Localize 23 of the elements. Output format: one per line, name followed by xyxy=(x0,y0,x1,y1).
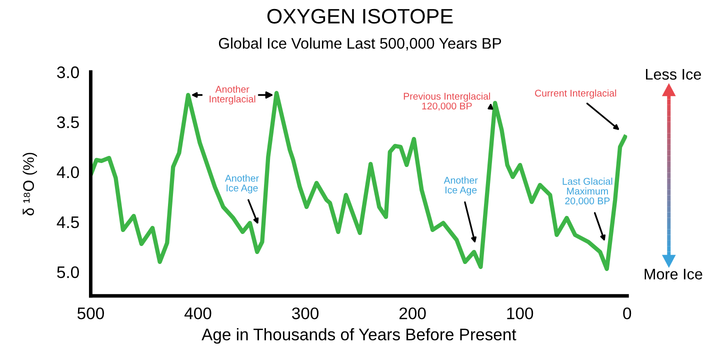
y-tick-label: 5.0 xyxy=(57,266,79,278)
x-tick-label: 400 xyxy=(184,307,212,320)
annotation: Another Ice Age xyxy=(224,174,259,194)
x-tick-label: 300 xyxy=(292,307,319,320)
annotation: Another Ice Age xyxy=(444,176,478,196)
y-axis-title: δ ¹⁸O (%) xyxy=(22,152,37,216)
y-tick-label: 4.0 xyxy=(56,166,79,178)
chart-subtitle: Global Ice Volume Last 500,000 Years BP xyxy=(218,38,502,51)
text: Less Ice xyxy=(646,69,701,80)
y-tick-label: 3.5 xyxy=(57,116,79,128)
annotation: Current Interglacial xyxy=(535,89,616,99)
x-tick-label: 100 xyxy=(507,307,534,320)
y-tick-label: 4.5 xyxy=(56,216,79,228)
annotation: Last Glacial Maximum 20,000 BP xyxy=(562,178,612,206)
x-tick-label: 500 xyxy=(77,307,104,320)
x-tick-label: 200 xyxy=(399,307,426,320)
text: More Ice xyxy=(644,268,702,280)
chart-title: OXYGEN ISOTOPE xyxy=(267,8,453,24)
x-tick-label: 0 xyxy=(623,307,632,320)
x-axis-title: Age in Thousands of Years Before Present xyxy=(202,328,516,344)
annotation: Another Interglacial xyxy=(210,86,256,104)
annotation: Previous Interglacial 120,000 BP xyxy=(404,92,490,111)
y-tick-label: 3.0 xyxy=(57,66,79,78)
